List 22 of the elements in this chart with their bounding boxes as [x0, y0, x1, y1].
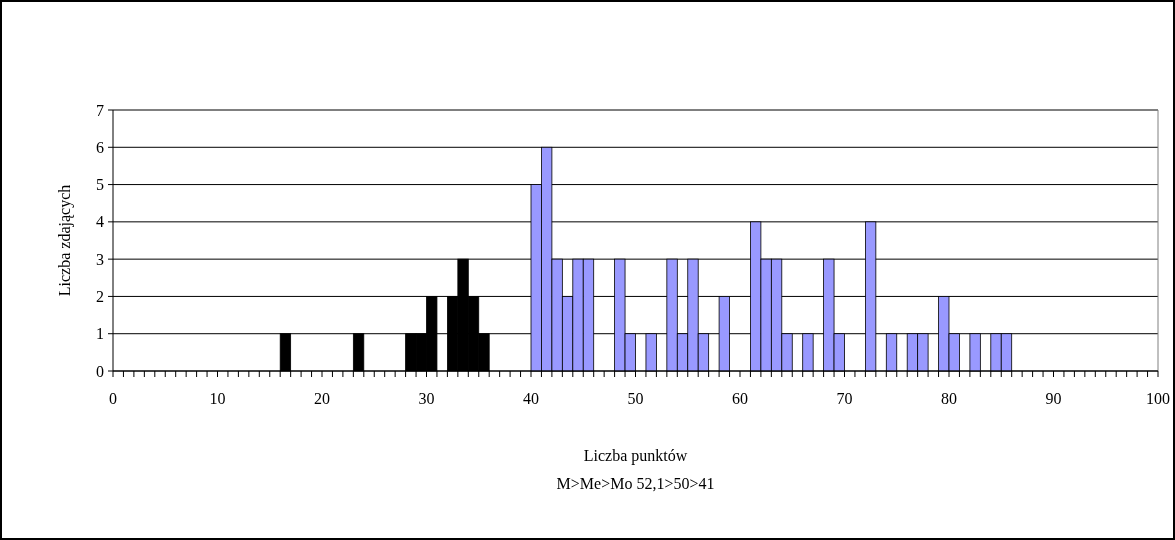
x-tick-label: 10 — [209, 390, 226, 407]
y-tick-label: 5 — [96, 176, 104, 194]
y-axis-title: Liczba zdających — [56, 184, 74, 297]
x-tick-label: 20 — [314, 390, 330, 407]
x-tick-label: 30 — [418, 390, 435, 407]
text: M>Me>Mo 52,1>50>41 — [556, 475, 715, 492]
x-tick-label: 100 — [1146, 390, 1170, 407]
x-tick-label: 50 — [627, 390, 644, 407]
y-tick-label: 1 — [96, 325, 104, 343]
x-tick-label: 70 — [836, 390, 853, 407]
x-tick-label: 0 — [109, 390, 117, 407]
y-tick-label: 6 — [96, 138, 104, 156]
y-tick-label: 2 — [96, 288, 104, 306]
y-tick-label: 3 — [96, 250, 104, 268]
x-tick-label: 90 — [1045, 390, 1062, 407]
x-tick-label: 40 — [523, 390, 539, 407]
y-tick-label: 7 — [96, 101, 104, 119]
x-tick-label: 60 — [732, 390, 748, 407]
x-tick-label: 80 — [941, 390, 957, 407]
y-tick-label: 4 — [96, 213, 104, 231]
x-axis-title: Liczba punktów — [583, 447, 688, 465]
y-tick-label: 0 — [96, 362, 104, 380]
